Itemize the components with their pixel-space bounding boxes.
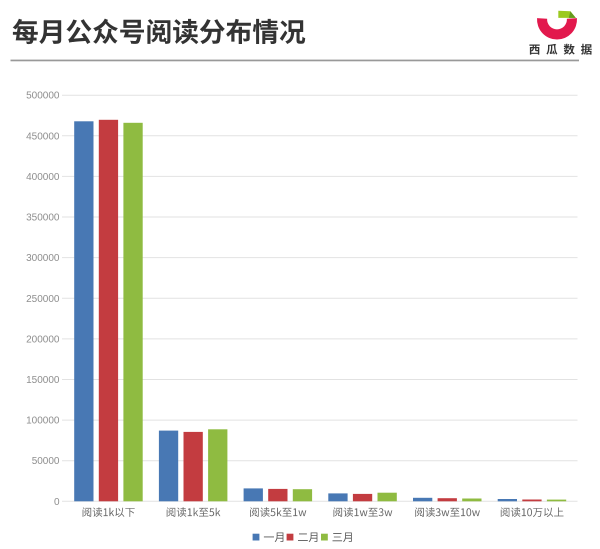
svg-text:250000: 250000 — [26, 294, 60, 305]
svg-text:450000: 450000 — [26, 131, 60, 142]
svg-text:50000: 50000 — [32, 456, 60, 467]
svg-text:500000: 500000 — [26, 91, 60, 102]
svg-text:100000: 100000 — [26, 416, 60, 427]
svg-text:400000: 400000 — [26, 172, 60, 183]
svg-text:200000: 200000 — [26, 334, 60, 345]
svg-text:350000: 350000 — [26, 213, 60, 224]
svg-text:300000: 300000 — [26, 253, 60, 264]
svg-text:150000: 150000 — [26, 375, 60, 386]
svg-text:0: 0 — [54, 497, 60, 508]
